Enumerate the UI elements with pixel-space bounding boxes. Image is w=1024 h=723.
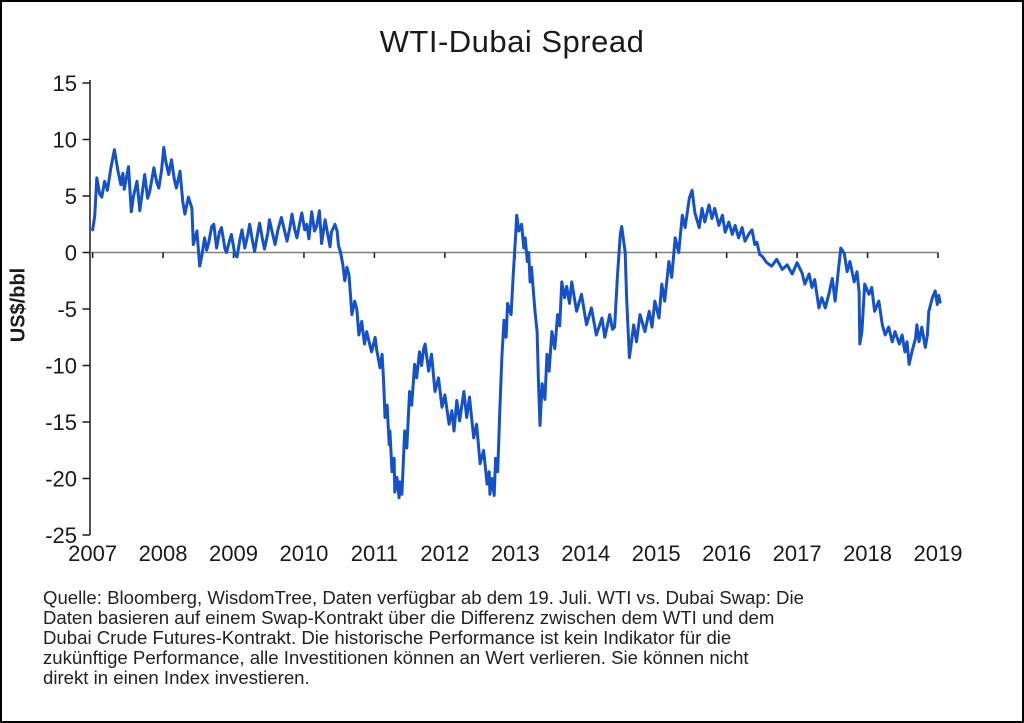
y-tick-label: -20: [45, 467, 77, 492]
x-tick-label: 2013: [491, 541, 540, 566]
x-tick-label: 2015: [632, 541, 681, 566]
y-tick-label: 0: [65, 241, 77, 266]
spread-line: [91, 145, 942, 500]
x-tick-label: 2019: [914, 541, 963, 566]
x-tick-label: 2008: [139, 541, 188, 566]
source-footnote: Quelle: Bloomberg, WisdomTree, Daten ver…: [43, 587, 804, 688]
x-tick-label: 2016: [702, 541, 751, 566]
y-tick-label: -25: [45, 523, 77, 548]
y-tick-label: -15: [45, 410, 77, 435]
y-axis-title: US$/bbl: [7, 267, 30, 343]
y-tick-label: -10: [45, 354, 77, 379]
x-tick-label: 2009: [209, 541, 258, 566]
y-tick-label: 15: [53, 71, 77, 96]
y-tick-label: 5: [65, 184, 77, 209]
chart-title: WTI-Dubai Spread: [379, 24, 645, 59]
x-tick-label: 2011: [351, 541, 398, 566]
y-tick-label: -5: [57, 297, 77, 322]
x-tick-label: 2010: [279, 541, 328, 566]
x-tick-label: 2017: [773, 541, 822, 566]
x-tick-label: 2014: [561, 541, 610, 566]
x-tick-label: 2018: [843, 541, 892, 566]
y-tick-label: 10: [53, 128, 77, 153]
x-tick-label: 2007: [68, 541, 117, 566]
x-tick-label: 2012: [420, 541, 469, 566]
